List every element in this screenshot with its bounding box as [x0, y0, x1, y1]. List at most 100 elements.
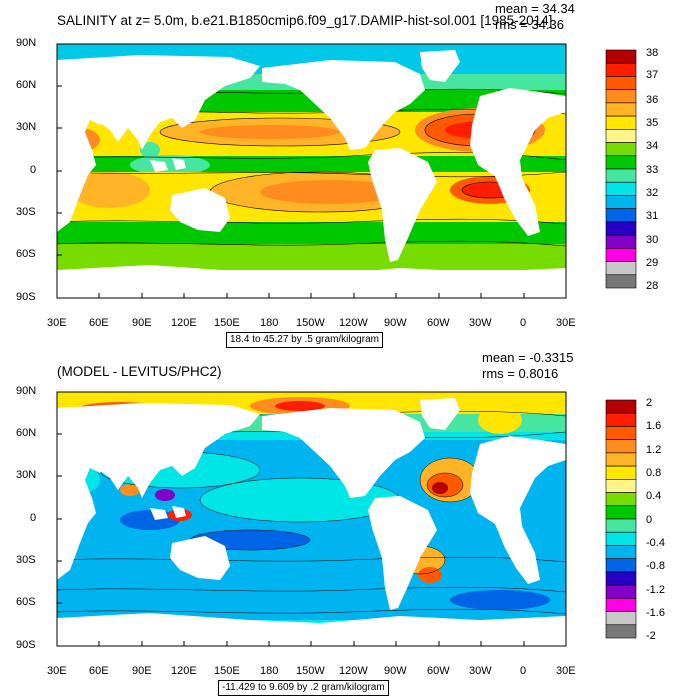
p1-rms-label: rms = 34.36 [495, 17, 565, 32]
p1-lon-label: 150E [214, 317, 240, 329]
p2-lat-label: 30N [16, 469, 37, 481]
p1-mean-label: mean = 34.34 [495, 1, 575, 16]
p2-lon-label: 30W [469, 665, 492, 677]
colorbar-swatch [605, 129, 637, 143]
colorbar-swatch [605, 248, 637, 262]
p1-cb-label: 35 [646, 117, 659, 129]
colorbar-swatch [605, 545, 637, 559]
panel2-map [56, 391, 567, 647]
p2-cb-label: 0.4 [646, 490, 662, 502]
colorbar-swatch [605, 531, 637, 546]
p1-lon-label: 120E [171, 317, 197, 329]
p2-rms-label: rms = 0.8016 [482, 366, 559, 381]
p1-lon-label: 30W [469, 317, 492, 329]
colorbar-swatch [605, 492, 637, 507]
colorbar-swatch [605, 412, 637, 427]
p2-lat-label: 0 [30, 512, 37, 524]
colorbar-swatch [605, 221, 637, 236]
p1-cb-label: 30 [646, 234, 659, 246]
p1-cb-label: 38 [646, 47, 659, 59]
colorbar-swatch [605, 274, 637, 289]
p2-cb-label: 2 [646, 397, 653, 409]
p1-lat-label: 60N [16, 79, 37, 91]
colorbar-swatch [605, 624, 637, 639]
colorbar-swatch [605, 558, 637, 573]
p2-cb-label: -0.8 [646, 560, 665, 572]
p1-cb-label: 34 [646, 140, 659, 152]
p1-lat-label: 60S [16, 248, 36, 260]
p2-lon-label: 180 [260, 665, 279, 677]
p1-colorbar [605, 49, 637, 289]
p2-lon-label: 120W [339, 665, 368, 677]
p1-cb-label: 28 [646, 280, 659, 292]
colorbar-swatch [605, 195, 637, 209]
colorbar-swatch [605, 181, 637, 196]
p2-lon-label: 60E [89, 665, 109, 677]
colorbar-swatch [605, 584, 637, 599]
p1-lon-label: 90W [384, 317, 407, 329]
p2-mean-label: mean = -0.3315 [482, 350, 574, 365]
colorbar-swatch [605, 142, 637, 157]
colorbar-swatch [605, 611, 637, 626]
p2-axis-ticks [56, 391, 567, 647]
p2-lat-label: 90S [16, 639, 36, 651]
p1-lat-label: 90N [16, 37, 37, 49]
p1-cb-label: 33 [646, 164, 659, 176]
p2-lon-label: 0 [520, 665, 527, 677]
p2-lon-label: 90W [384, 665, 407, 677]
colorbar-swatch [605, 479, 637, 493]
p2-contour-info: -11.429 to 9.609 by .2 gram/kilogram [218, 680, 389, 696]
p1-title: SALINITY at z= 5.0m, b.e21.B1850cmip6.f0… [57, 13, 553, 28]
p2-cb-label: 0.8 [646, 467, 662, 479]
colorbar-swatch [605, 518, 637, 533]
colorbar-swatch [605, 399, 637, 414]
p1-lat-label: 30N [16, 121, 37, 133]
p2-cb-label: -2 [646, 630, 656, 642]
p1-lat-label: 30S [16, 206, 36, 218]
p2-lon-label: 30E [47, 665, 67, 677]
p2-cb-label: -1.6 [646, 607, 665, 619]
colorbar-swatch [605, 426, 637, 440]
colorbar-swatch [605, 234, 637, 249]
colorbar-swatch [605, 439, 637, 454]
p2-cb-label: 1.6 [646, 420, 662, 432]
colorbar-swatch [605, 571, 637, 586]
colorbar-swatch [605, 505, 637, 520]
colorbar-swatch [605, 208, 637, 223]
p1-cb-label: 31 [646, 210, 659, 222]
p1-lat-label: 90S [16, 291, 36, 303]
p2-lat-label: 90N [16, 385, 37, 397]
p2-lon-label: 90E [132, 665, 152, 677]
p2-lon-label: 60W [427, 665, 450, 677]
p2-lat-label: 30S [16, 554, 36, 566]
p1-lon-label: 60E [89, 317, 109, 329]
p1-axis-ticks [56, 43, 567, 299]
panel1-map [56, 43, 567, 299]
colorbar-swatch [605, 76, 637, 90]
p2-lat-label: 60N [16, 427, 37, 439]
p1-lon-label: 60W [427, 317, 450, 329]
p1-lon-label: 120W [339, 317, 368, 329]
colorbar-swatch [605, 168, 637, 183]
p1-cb-label: 36 [646, 94, 659, 106]
p1-lon-label: 0 [520, 317, 527, 329]
p1-lon-label: 90E [132, 317, 152, 329]
p1-lon-label: 180 [260, 317, 279, 329]
colorbar-swatch [605, 49, 637, 64]
p2-lon-label: 150E [214, 665, 240, 677]
p2-cb-label: -0.4 [646, 537, 665, 549]
colorbar-swatch [605, 115, 637, 130]
p2-lon-label: 150W [296, 665, 325, 677]
colorbar-swatch [605, 261, 637, 276]
p2-lon-label: 30E [556, 665, 576, 677]
p2-cb-label: 1.2 [646, 444, 662, 456]
p1-lat-label: 0 [30, 164, 37, 176]
p1-lon-label: 150W [296, 317, 325, 329]
colorbar-swatch [605, 155, 637, 170]
p2-cb-label: -1.2 [646, 584, 665, 596]
p2-lat-label: 60S [16, 596, 36, 608]
p1-lon-label: 30E [556, 317, 576, 329]
colorbar-swatch [605, 62, 637, 77]
p1-cb-label: 29 [646, 257, 659, 269]
p2-cb-label: 0 [646, 514, 653, 526]
